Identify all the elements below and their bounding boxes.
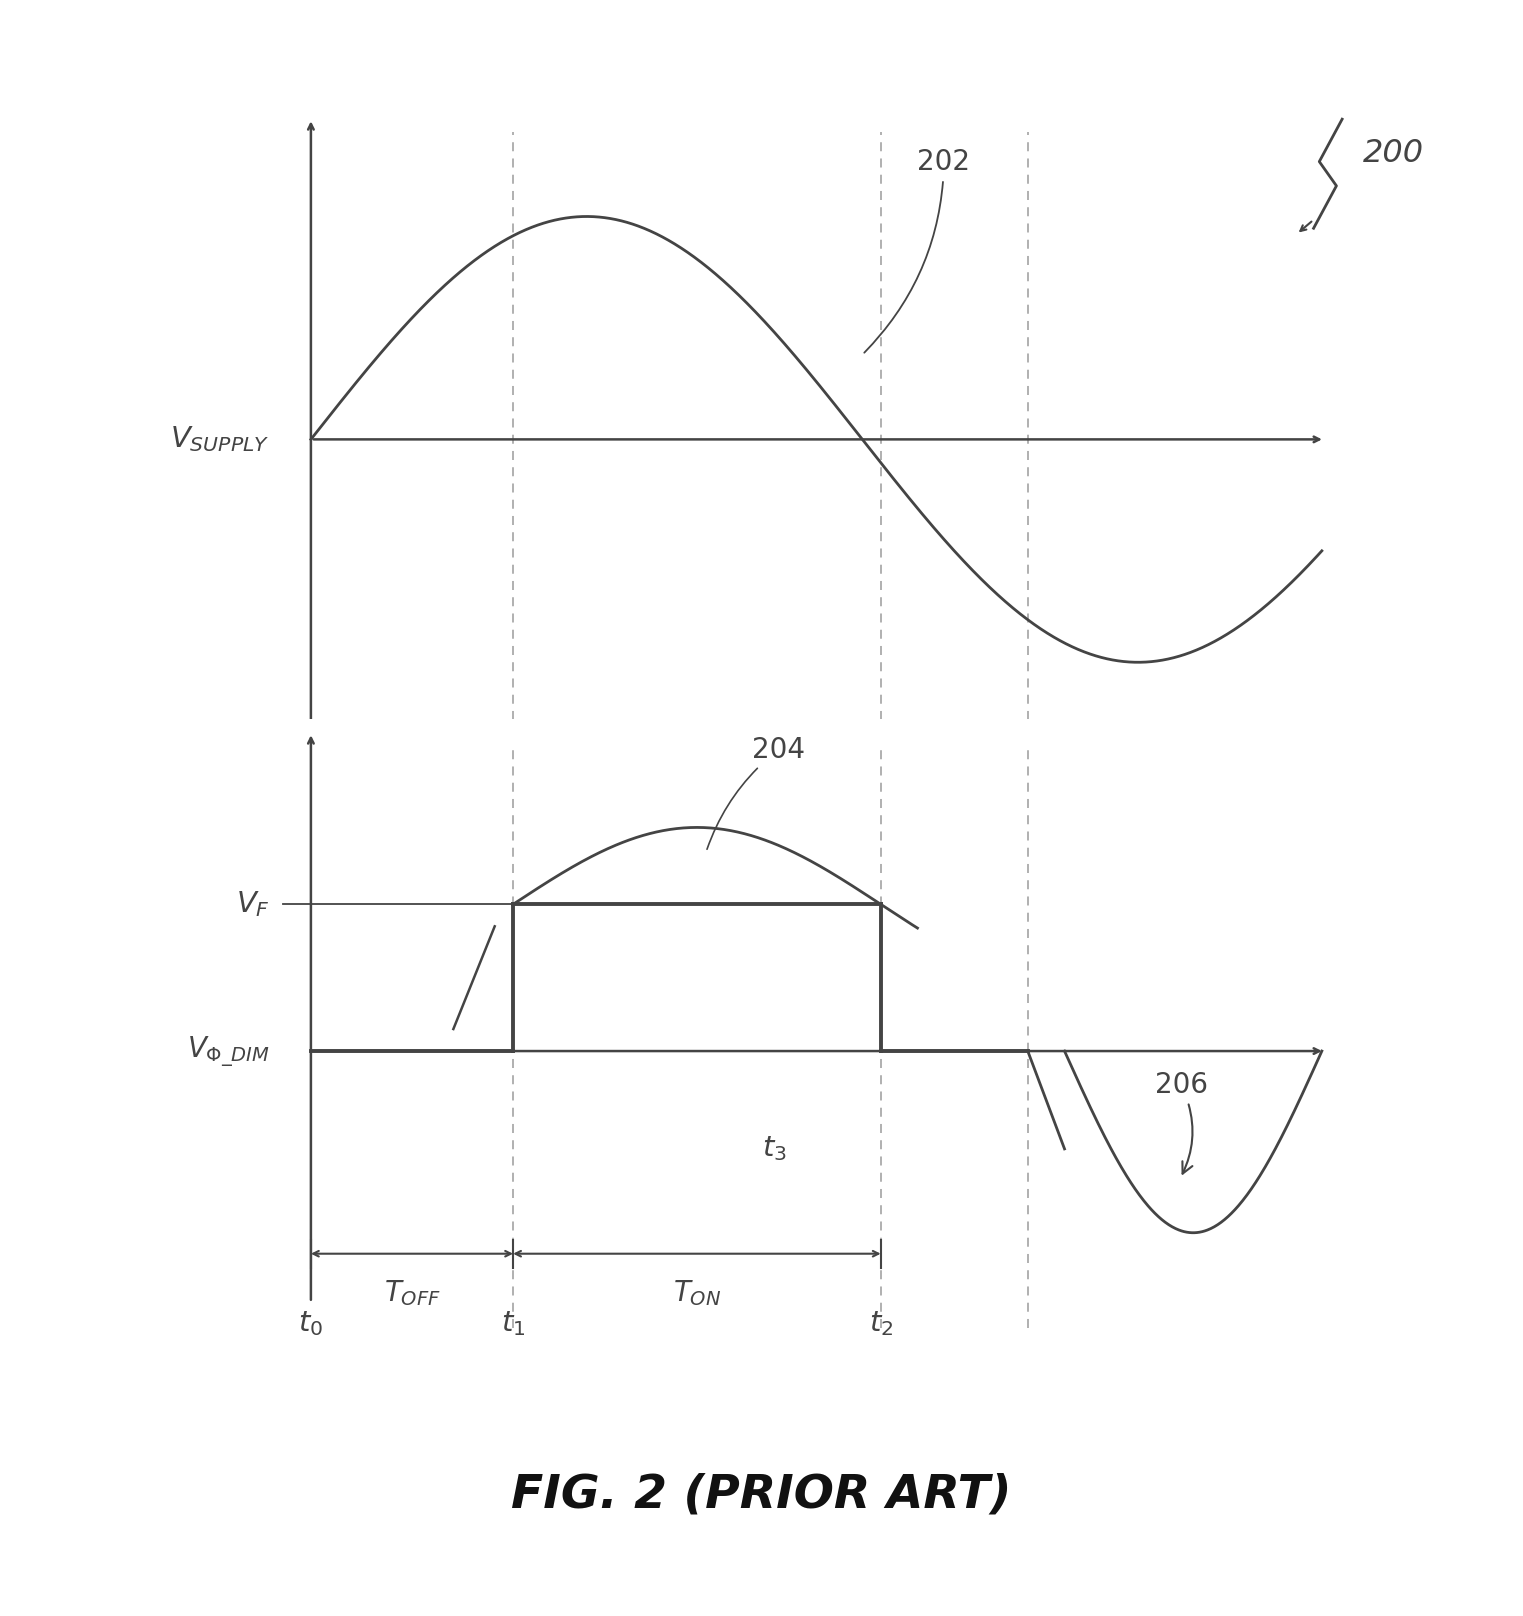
Text: 206: 206: [1154, 1071, 1208, 1173]
Text: $V_{SUPPLY}$: $V_{SUPPLY}$: [171, 425, 270, 454]
Text: $t_3$: $t_3$: [762, 1134, 786, 1164]
Text: $T_{OFF}$: $T_{OFF}$: [384, 1278, 440, 1307]
Text: FIG. 2 (PRIOR ART): FIG. 2 (PRIOR ART): [512, 1472, 1011, 1517]
Text: $V_F$: $V_F$: [236, 889, 270, 920]
Text: 204: 204: [707, 735, 806, 850]
Text: 202: 202: [864, 149, 970, 352]
Text: $T_{ON}$: $T_{ON}$: [673, 1278, 720, 1307]
Text: $t_2$: $t_2$: [868, 1309, 892, 1338]
Text: $V_{\Phi\_DIM}$: $V_{\Phi\_DIM}$: [187, 1034, 270, 1068]
Text: $t_1$: $t_1$: [501, 1309, 525, 1338]
Text: 200: 200: [1363, 137, 1424, 170]
Text: $t_0$: $t_0$: [299, 1309, 323, 1338]
